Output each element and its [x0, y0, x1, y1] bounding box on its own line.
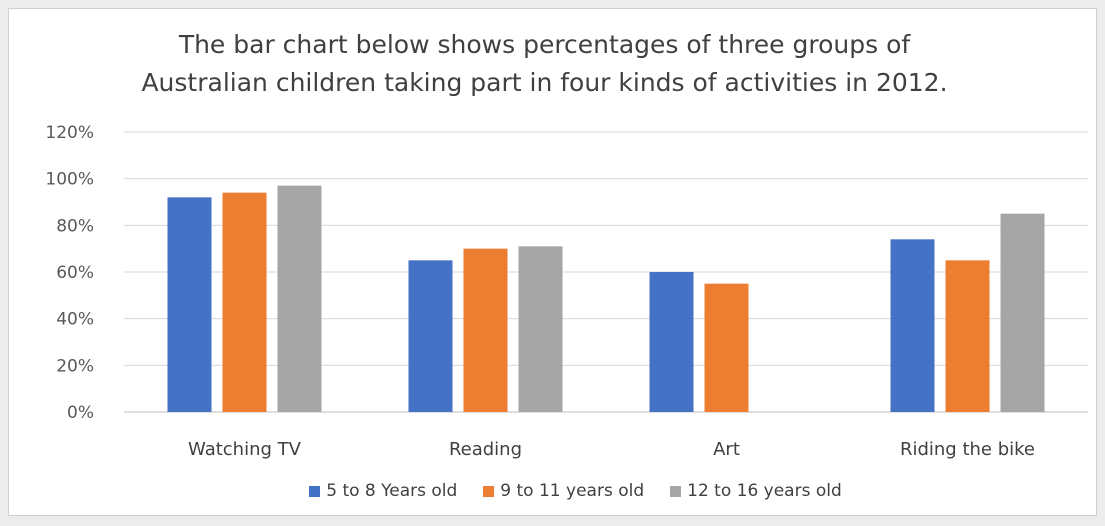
chart-title: The bar chart below shows percentages of… — [0, 26, 1089, 102]
bar — [890, 239, 935, 412]
bar — [945, 260, 990, 412]
legend-item-series-2: 9 to 11 years old — [483, 481, 644, 501]
legend-swatch-series-1 — [309, 485, 321, 497]
bar — [167, 197, 212, 412]
bar — [463, 248, 508, 412]
x-category-label: Art — [713, 439, 740, 460]
chart-title-line-2: Australian children taking part in four … — [141, 68, 948, 97]
x-category-label: Watching TV — [188, 439, 302, 460]
legend-swatch-series-3 — [670, 485, 682, 497]
legend-swatch-series-2 — [483, 485, 495, 497]
x-category-label: Reading — [449, 439, 522, 460]
x-category-label: Riding the bike — [900, 439, 1035, 460]
y-tick-label: 0% — [67, 403, 94, 423]
y-tick-label: 20% — [56, 356, 94, 376]
bar — [222, 192, 267, 412]
y-tick-label: 120% — [45, 123, 94, 143]
y-tick-label: 40% — [56, 310, 94, 330]
legend-label-series-3: 12 to 16 years old — [687, 481, 842, 501]
bar — [649, 272, 694, 412]
legend-label-series-2: 9 to 11 years old — [500, 481, 645, 501]
bar — [518, 246, 563, 412]
chart-title-line-1: The bar chart below shows percentages of… — [178, 30, 911, 59]
legend-item-series-3: 12 to 16 years old — [670, 481, 842, 501]
chart-legend: 5 to 8 Years old 9 to 11 years old 12 to… — [0, 481, 1105, 501]
legend-item-series-1: 5 to 8 Years old — [309, 481, 457, 501]
bar — [1000, 213, 1045, 412]
legend-label-series-1: 5 to 8 Years old — [326, 481, 458, 501]
bar — [277, 185, 322, 412]
y-tick-label: 100% — [45, 170, 94, 190]
y-tick-label: 80% — [56, 216, 94, 236]
y-tick-label: 60% — [56, 263, 94, 283]
bar — [704, 283, 749, 412]
bar — [408, 260, 453, 412]
